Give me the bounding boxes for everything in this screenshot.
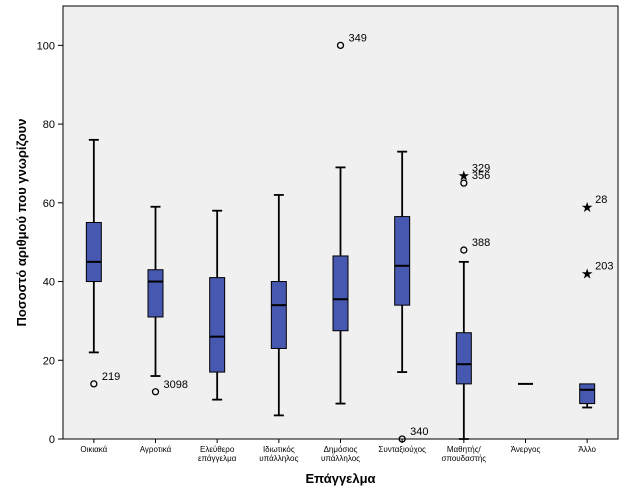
y-tick-label: 60 — [43, 198, 55, 210]
box — [394, 216, 411, 306]
x-tick-label: Ιδιωτικός — [263, 445, 295, 454]
outlier-star-icon: ★ — [581, 199, 594, 215]
box — [209, 277, 226, 373]
outlier-label: 388 — [472, 237, 490, 249]
outlier-label: 219 — [102, 371, 120, 383]
box-group: 219 — [85, 138, 120, 388]
outlier-circle — [460, 179, 468, 187]
x-tick-label: επάγγελμα — [198, 454, 237, 463]
box-group: 340 — [394, 150, 429, 443]
y-tick-label: 20 — [43, 355, 55, 367]
y-axis-title: Ποσοστό αριθμού που γνωρίζουν — [14, 119, 29, 327]
y-tick-label: 40 — [43, 277, 55, 289]
y-axis: 0 20 40 60 80 100 — [37, 40, 63, 446]
x-tick-label: υπάλληλος — [259, 454, 298, 463]
outlier-label: 203 — [595, 261, 613, 273]
outlier-label: 340 — [410, 426, 428, 438]
x-tick-label: Μαθητής/ — [447, 445, 482, 454]
box-group: 388 356★ 329 — [455, 162, 490, 440]
outlier-circle — [336, 41, 345, 50]
outlier-circle — [398, 435, 406, 443]
box-group — [209, 209, 226, 401]
y-tick-label: 100 — [37, 40, 55, 52]
box — [332, 255, 349, 332]
box-group — [270, 194, 287, 417]
x-tick-label: Άλλο — [578, 445, 596, 454]
x-tick-label: υπάλληλος — [321, 454, 360, 463]
box-group: ★ 203★ 28 — [579, 194, 614, 409]
outlier-circle — [151, 388, 160, 396]
box-group: 3098 — [147, 205, 188, 396]
outlier-star-icon: ★ — [581, 266, 594, 282]
box — [147, 269, 164, 318]
x-tick-label: Δημόσιος — [324, 445, 358, 454]
y-tick-label: 80 — [43, 119, 55, 131]
box-group: 349 — [332, 32, 367, 405]
x-tick-label: Οικιακά — [80, 445, 107, 454]
outlier-star-icon: ★ — [458, 167, 471, 183]
box — [85, 222, 102, 283]
outlier-label: 329 — [472, 162, 490, 174]
box — [455, 332, 472, 385]
outlier-label: 28 — [595, 194, 607, 206]
outlier-label: 356 — [472, 170, 490, 182]
box — [270, 281, 287, 349]
y-tick-label: 0 — [49, 434, 55, 446]
outlier-label: 3098 — [164, 379, 188, 391]
outlier-circle — [460, 246, 468, 254]
outlier-label: 349 — [349, 32, 367, 44]
x-tick-label: Αγροτικά — [140, 445, 172, 454]
x-tick-label: σπουδαστής — [442, 454, 487, 463]
x-axis-title: Επάγγελμα — [305, 471, 375, 486]
x-tick-label: Άνεργος — [511, 445, 541, 454]
x-tick-label: Συνταξιούχος — [378, 445, 426, 454]
x-tick-label: Ελεύθερο — [200, 445, 235, 454]
outlier-circle — [90, 380, 98, 388]
box — [579, 383, 596, 405]
